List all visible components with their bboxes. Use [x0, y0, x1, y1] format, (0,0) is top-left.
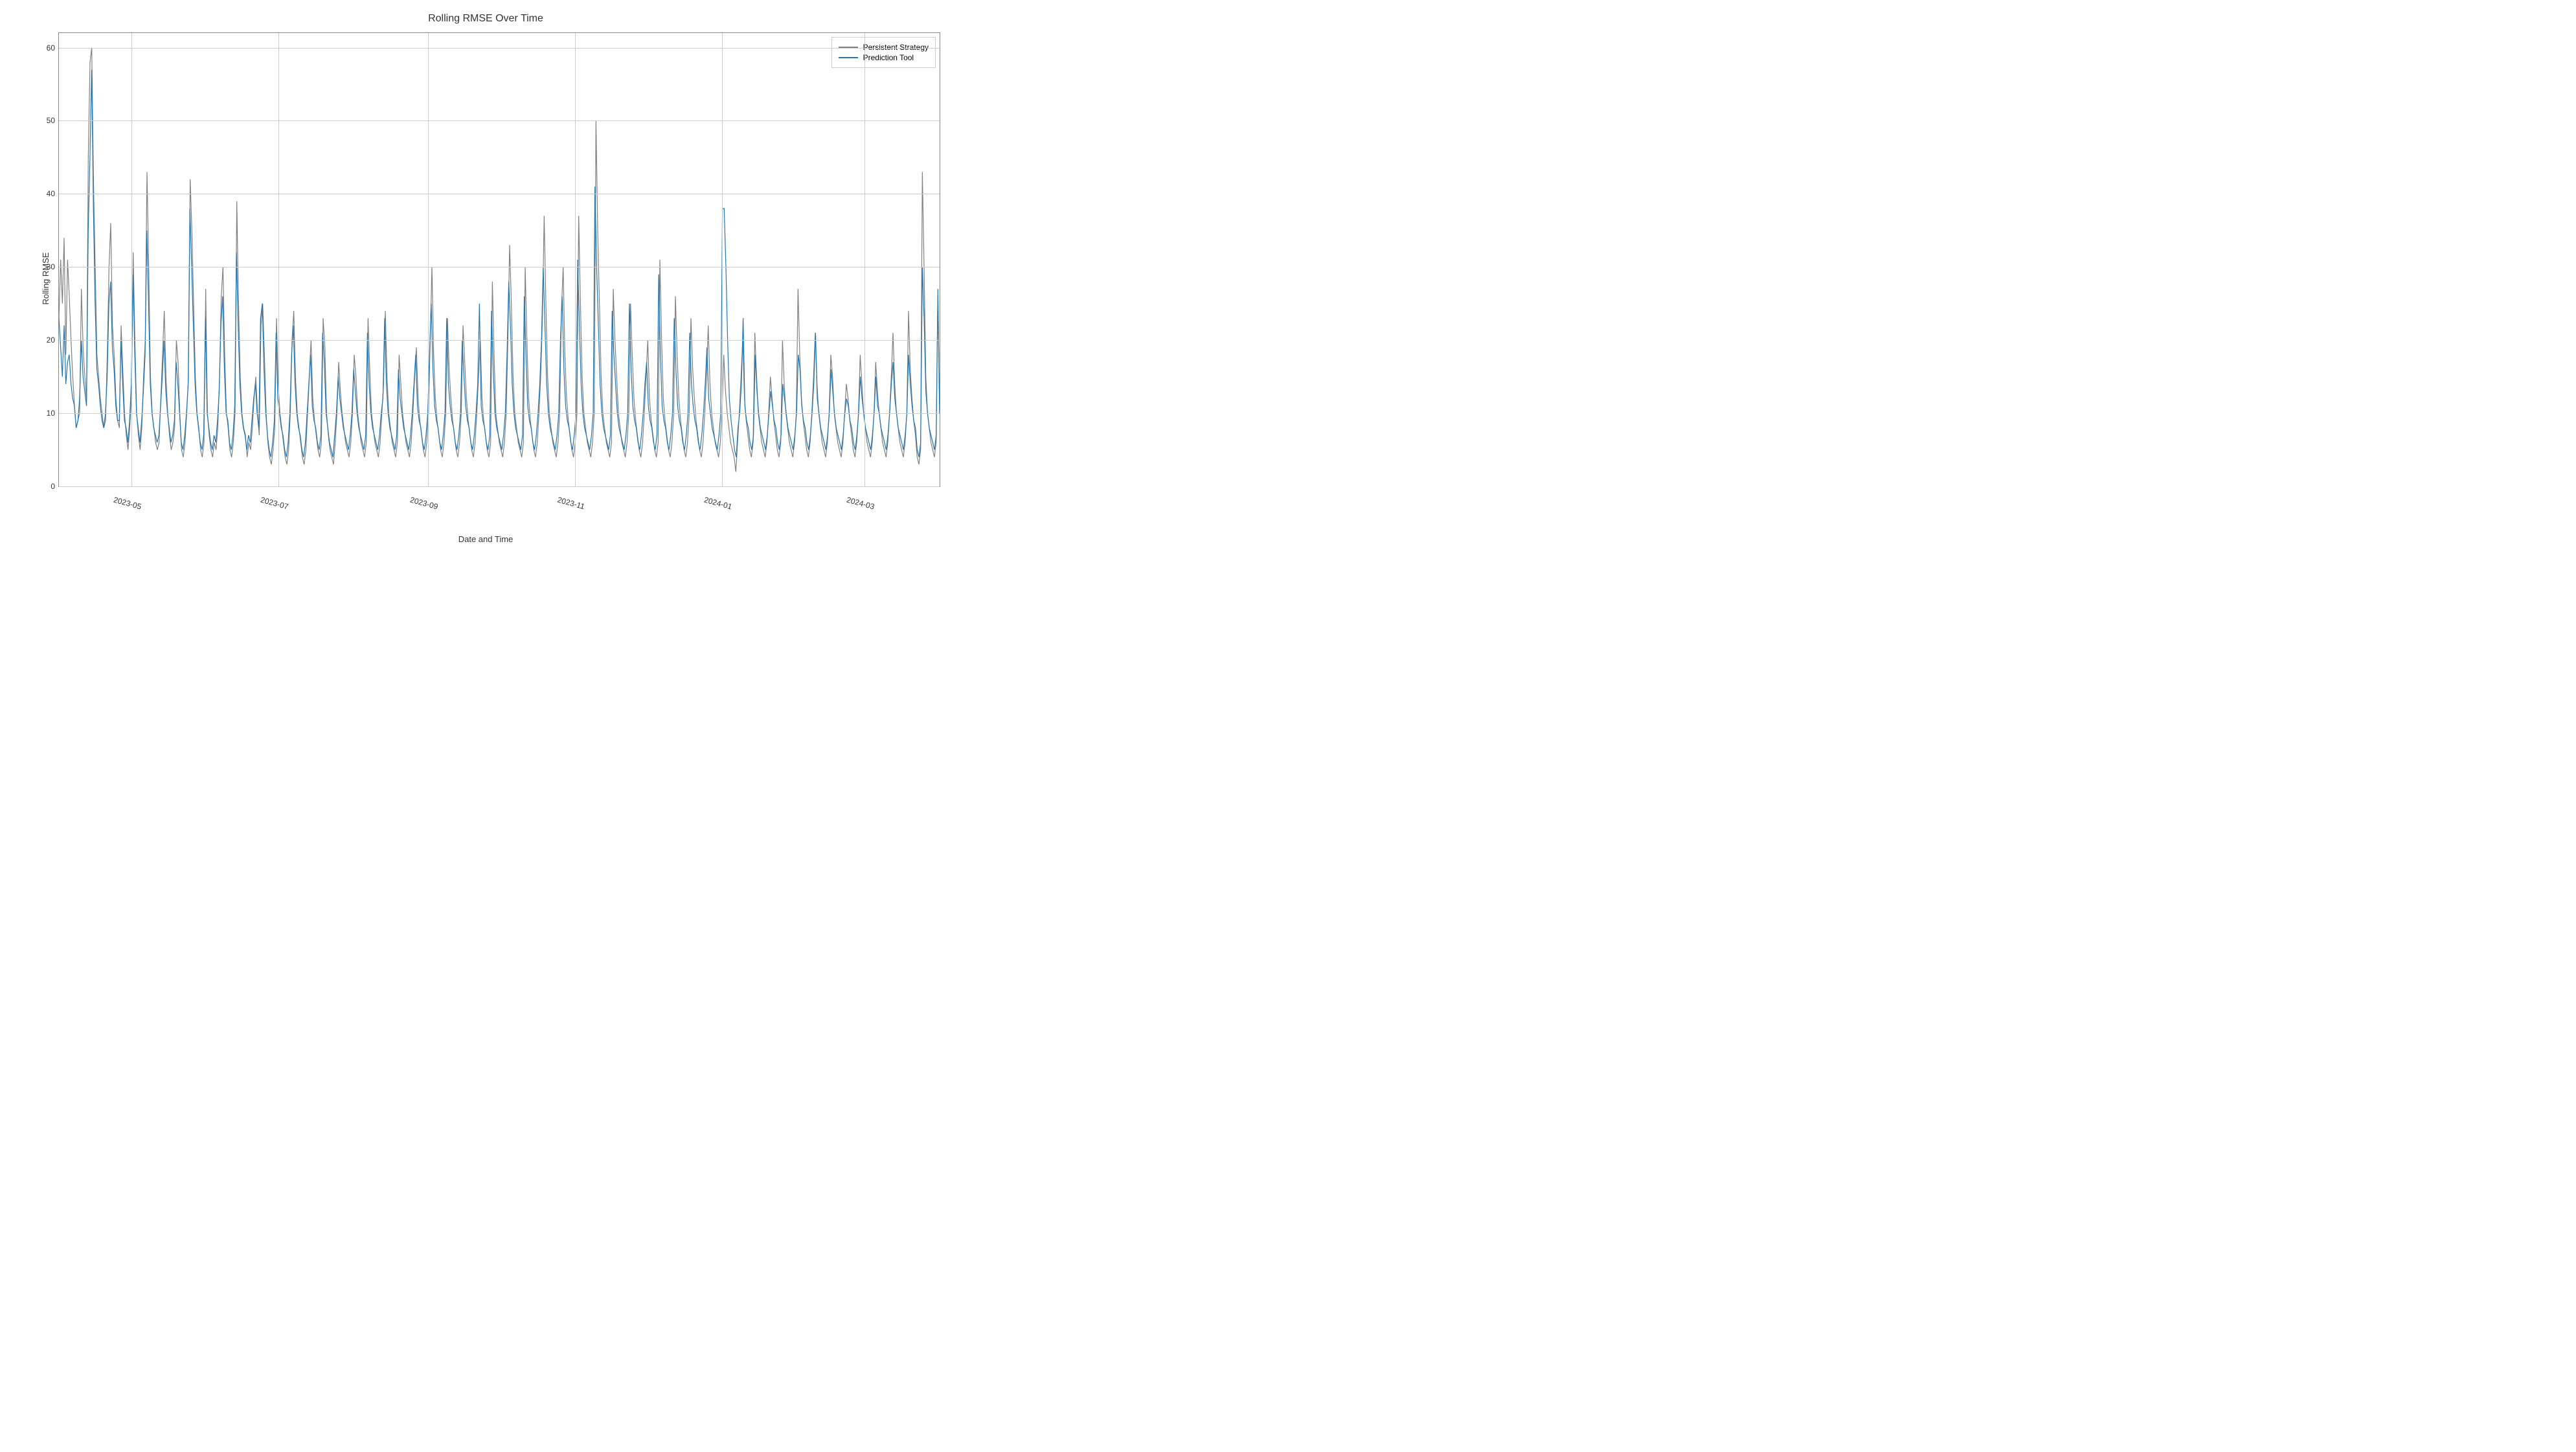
gridline-h [59, 48, 940, 49]
legend: Persistent StrategyPrediction Tool [831, 37, 936, 68]
x-tick-label: 2023-11 [556, 486, 588, 511]
gridline-h [59, 486, 940, 487]
chart-title: Rolling RMSE Over Time [13, 13, 958, 25]
x-tick-label: 2024-01 [703, 486, 736, 511]
gridline-h [59, 340, 940, 341]
gridline-v [864, 33, 865, 486]
x-tick-label: 2024-03 [846, 486, 878, 511]
y-axis-label: Rolling RMSE [41, 253, 51, 305]
chart-lines [59, 33, 940, 486]
gridline-v [131, 33, 132, 486]
y-tick-label: 0 [51, 482, 59, 491]
gridline-v [428, 33, 429, 486]
gridline-v [722, 33, 723, 486]
y-tick-label: 20 [47, 335, 59, 345]
x-tick-label: 2023-05 [112, 486, 144, 511]
gridline-h [59, 413, 940, 414]
x-tick-label: 2023-09 [409, 486, 442, 511]
y-tick-label: 10 [47, 409, 59, 418]
series-line [59, 69, 940, 457]
legend-swatch [839, 57, 858, 58]
y-tick-label: 30 [47, 262, 59, 271]
gridline-v [278, 33, 279, 486]
y-tick-label: 60 [47, 43, 59, 52]
y-tick-label: 50 [47, 116, 59, 125]
x-axis-label: Date and Time [13, 534, 958, 544]
y-tick-label: 40 [47, 189, 59, 198]
x-tick-label: 2023-07 [259, 486, 291, 511]
legend-item: Prediction Tool [839, 53, 929, 62]
legend-label: Prediction Tool [863, 53, 914, 62]
gridline-v [575, 33, 576, 486]
plot-area: Persistent StrategyPrediction Tool 01020… [58, 32, 940, 487]
gridline-h [59, 120, 940, 121]
chart-container: Rolling RMSE Over Time Rolling RMSE Pers… [13, 13, 958, 544]
